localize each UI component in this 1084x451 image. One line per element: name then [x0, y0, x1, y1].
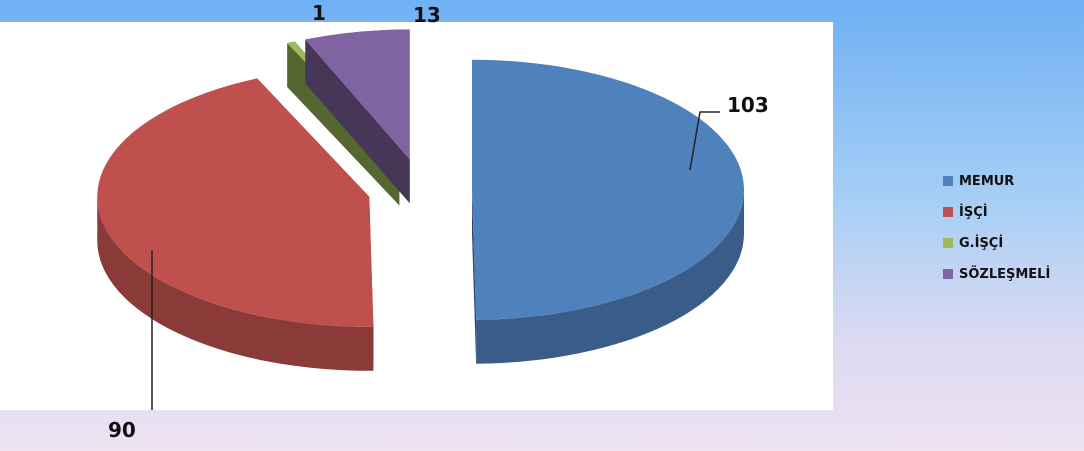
legend-label-memur: MEMUR: [959, 173, 1015, 189]
data-label-memur: 103: [727, 93, 769, 117]
legend-label-g-isci: G.İŞÇİ: [959, 235, 1004, 251]
legend-swatch-sozlesmeli: [943, 269, 953, 279]
pie-slice-memur: [471, 59, 744, 364]
legend-swatch-isci: [943, 207, 953, 217]
data-label-g-isci: 1: [312, 1, 326, 25]
legend-item-sozlesmeli: SÖZLEŞMELİ: [943, 263, 1083, 285]
legend-label-isci: İŞÇİ: [959, 204, 988, 220]
data-label-isci: 90: [108, 418, 136, 442]
data-label-sozlesmeli: 13: [413, 3, 441, 27]
pie-slice-isci: [97, 78, 374, 371]
legend-item-isci: İŞÇİ: [943, 201, 1083, 223]
legend-swatch-g-isci: [943, 238, 953, 248]
legend-item-g-isci: G.İŞÇİ: [943, 232, 1083, 254]
chart-legend: MEMUR İŞÇİ G.İŞÇİ SÖZLEŞMELİ: [943, 170, 1083, 294]
leader-line-memur: [689, 111, 720, 171]
legend-label-sozlesmeli: SÖZLEŞMELİ: [959, 266, 1051, 282]
legend-item-memur: MEMUR: [943, 170, 1083, 192]
pie-slice-sozlesmeli: [305, 29, 410, 204]
legend-swatch-memur: [943, 176, 953, 186]
